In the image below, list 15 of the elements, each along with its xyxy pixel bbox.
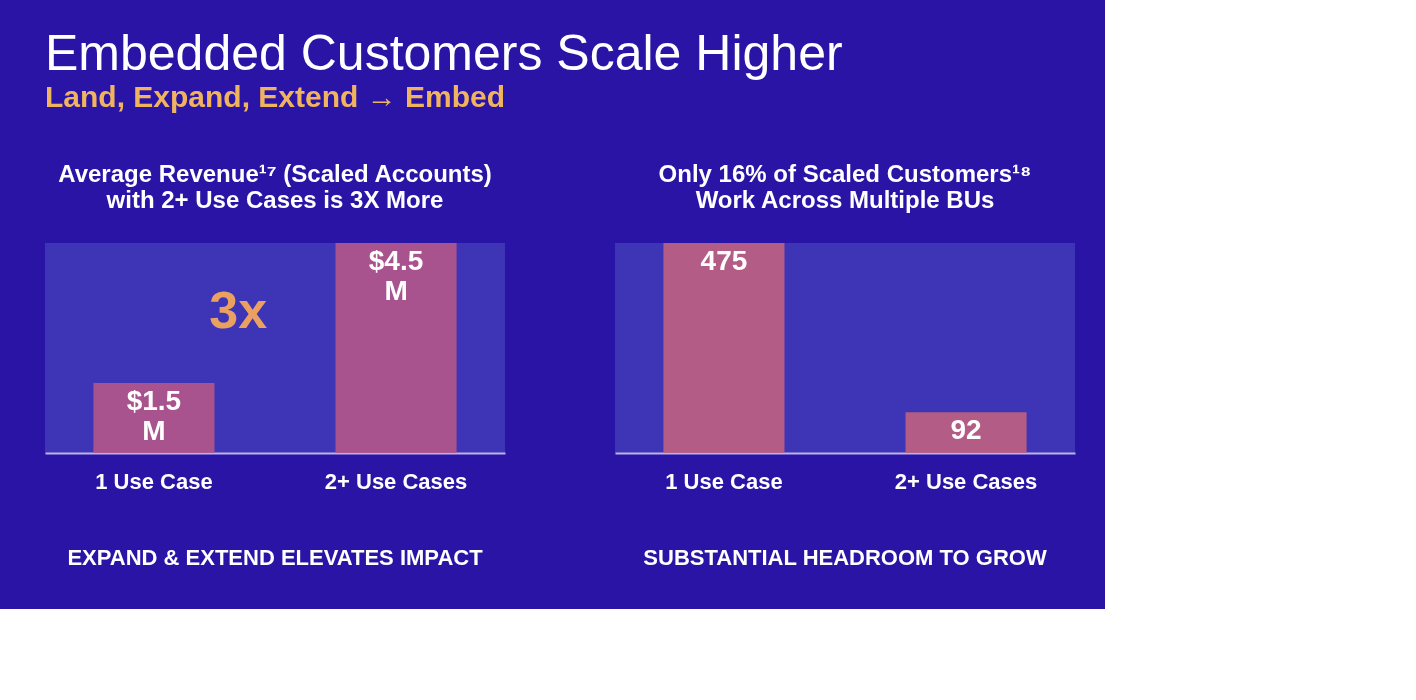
text: Land, Expand, Extend → Embed [45, 80, 506, 113]
data-label: $1.5 M [126, 385, 182, 446]
annotation: 3x [209, 281, 268, 340]
text: Embedded Customers Scale Higher [45, 25, 843, 81]
data-label: $4.5 M [368, 245, 424, 306]
chart-title: Only 16% of Scaled Customers¹⁸ Work Across Multiple BUs [658, 160, 1032, 213]
chart-title: Average Revenue¹⁷ (Scaled Accounts) with 2+ Use Cases is 3X More [58, 160, 492, 213]
text: SUBSTANTIAL HEADROOM TO GROW [643, 545, 1047, 570]
data-label: 475 [700, 245, 748, 276]
x-tick-label: 1 Use Case [95, 468, 213, 494]
x-tick-label: 1 Use Case [665, 468, 783, 494]
data-label: 92 [950, 414, 982, 446]
text: EXPAND & EXTEND ELEVATES IMPACT [67, 545, 484, 570]
x-tick-label: 2+ Use Cases [894, 468, 1038, 494]
x-tick-label: 2+ Use Cases [324, 468, 468, 494]
